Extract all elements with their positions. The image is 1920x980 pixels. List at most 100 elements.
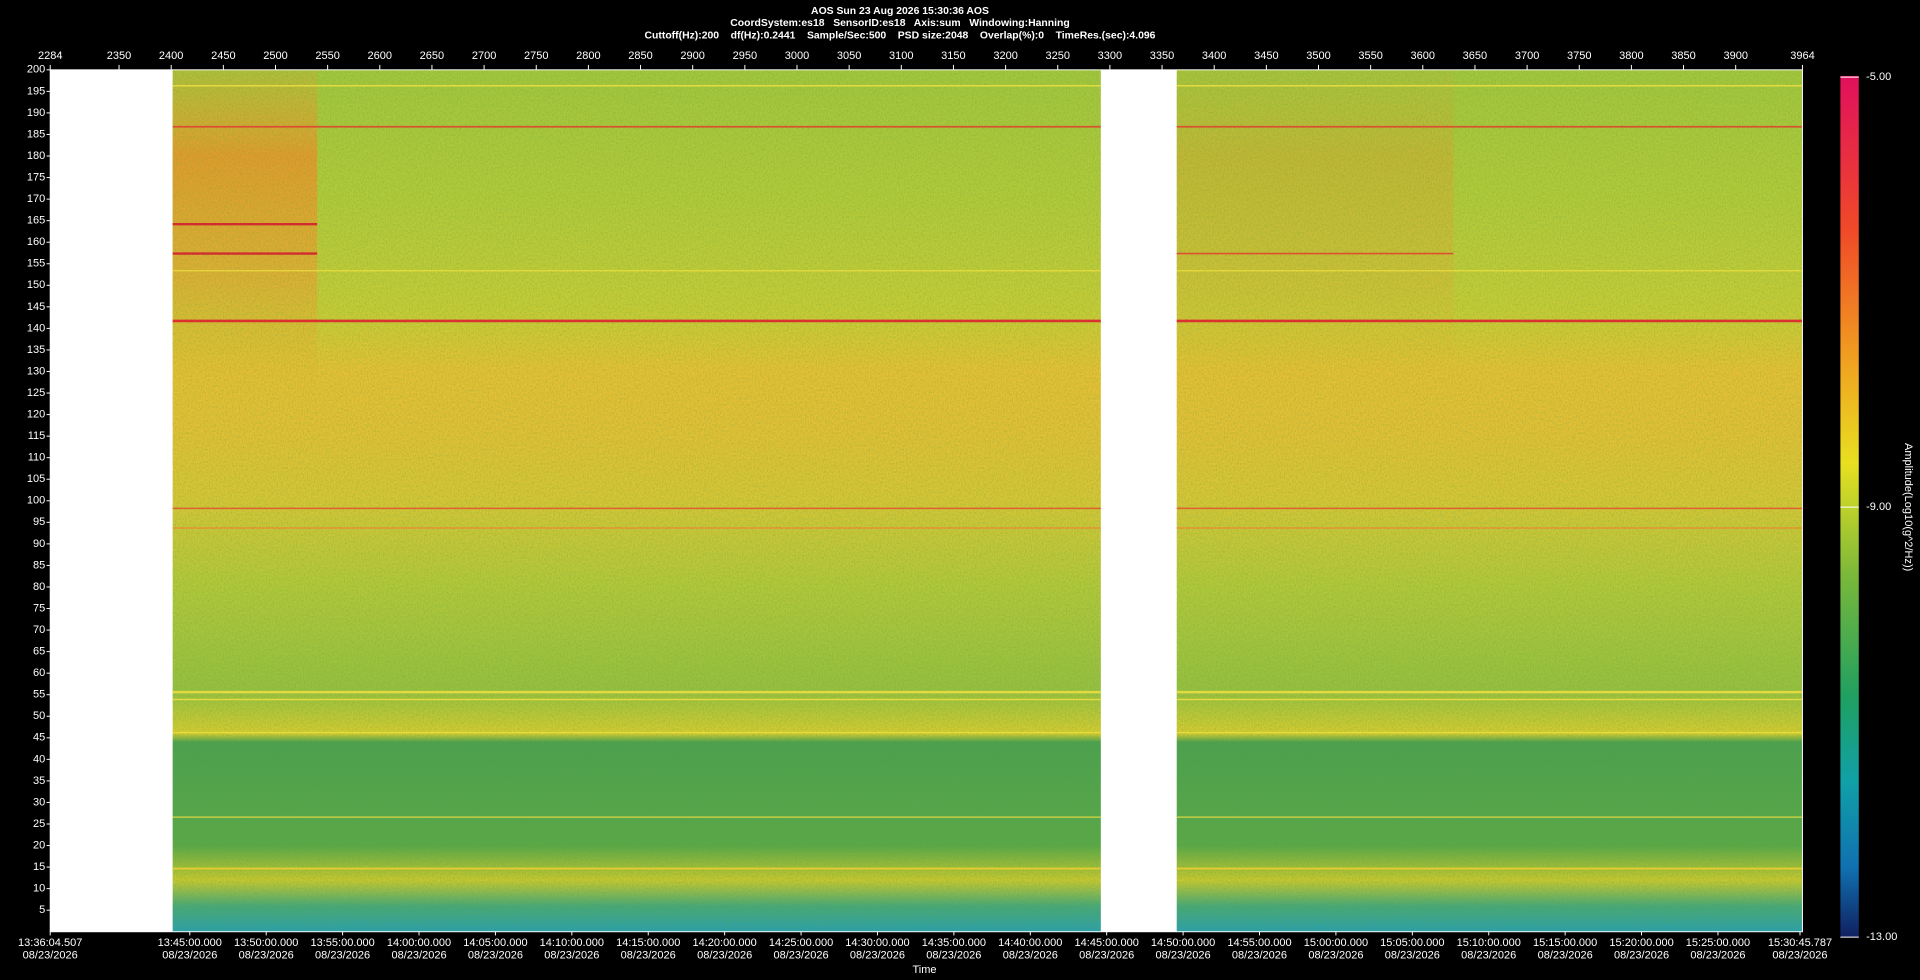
y-tick-label: 40 <box>33 753 45 765</box>
time-date: 08/23/2026 <box>926 949 981 961</box>
time-date: 08/23/2026 <box>1308 949 1363 961</box>
x-tick-label: 3550 <box>1358 50 1383 62</box>
x-tick-label: 3500 <box>1306 50 1331 62</box>
y-tick-label: 160 <box>27 236 45 248</box>
x-tick-label: 3350 <box>1150 50 1175 62</box>
y-tick-label: 140 <box>27 322 45 334</box>
y-tick-label: 90 <box>33 538 45 550</box>
y-tick-label: 145 <box>27 301 45 313</box>
x-tick-label: 3300 <box>1098 50 1123 62</box>
x-tick-label: 3100 <box>889 50 914 62</box>
x-tick-label: 2450 <box>211 50 236 62</box>
time-label: 14:55:00.000 <box>1227 937 1291 949</box>
x-tick-label: 3700 <box>1515 50 1540 62</box>
time-label: 15:30:45.787 <box>1768 937 1832 949</box>
x-tick-label: 2400 <box>159 50 184 62</box>
colorbar-tick-label: -13.00 <box>1866 931 1897 943</box>
time-date: 08/23/2026 <box>544 949 599 961</box>
subtitle: CoordSystem:es18 SensorID:es18 Axis:sum … <box>730 18 1069 29</box>
x-tick-label: 3000 <box>785 50 810 62</box>
x-tick-label: 2750 <box>524 50 549 62</box>
x-tick-label: 2800 <box>576 50 601 62</box>
x-tick-label: 3200 <box>993 50 1018 62</box>
time-label: 14:00:00.000 <box>387 937 451 949</box>
y-tick-label: 25 <box>33 818 45 830</box>
x-tick-label: 2500 <box>263 50 288 62</box>
x-tick-label: 3900 <box>1723 50 1748 62</box>
time-label: 13:55:00.000 <box>310 937 374 949</box>
y-tick-label: 95 <box>33 516 45 528</box>
x-tick-label: 2350 <box>107 50 132 62</box>
y-tick-label: 110 <box>28 452 46 464</box>
colorbar-tick-label: -5.00 <box>1866 71 1891 83</box>
y-tick-label: 100 <box>27 495 45 507</box>
x-tick-label: 3650 <box>1463 50 1488 62</box>
y-tick-label: 200 <box>27 64 45 76</box>
time-date: 08/23/2026 <box>621 949 676 961</box>
x-tick-label: 3600 <box>1411 50 1436 62</box>
spectral-lines <box>172 85 1803 870</box>
colorbar-label: Amplitude(Log10(g^2/Hz)) <box>1902 443 1914 571</box>
time-label: 15:15:00.000 <box>1533 937 1597 949</box>
y-tick-label: 150 <box>27 279 45 291</box>
x-tick-label: 2550 <box>315 50 340 62</box>
time-label: 13:36:04.507 <box>18 937 82 949</box>
x-tick-label: 3450 <box>1254 50 1279 62</box>
time-date: 08/23/2026 <box>239 949 294 961</box>
time-date: 08/23/2026 <box>1385 949 1440 961</box>
y-tick-label: 130 <box>27 365 45 377</box>
time-label: 14:30:00.000 <box>845 937 909 949</box>
y-tick-label: 5 <box>39 904 45 916</box>
time-date: 08/23/2026 <box>1003 949 1058 961</box>
y-tick-label: 35 <box>33 775 45 787</box>
time-label: 14:45:00.000 <box>1075 937 1139 949</box>
time-label: 13:50:00.000 <box>234 937 298 949</box>
y-tick-label: 170 <box>27 193 45 205</box>
y-tick-label: 175 <box>27 171 45 183</box>
y-tick-label: 30 <box>33 796 45 808</box>
title: AOS Sun 23 Aug 2026 15:30:36 AOS <box>811 6 989 17</box>
x-tick-label: 2650 <box>420 50 445 62</box>
time-label: 14:20:00.000 <box>692 937 756 949</box>
y-tick-label: 105 <box>27 473 45 485</box>
y-tick-label: 70 <box>33 624 45 636</box>
y-tick-label: 65 <box>33 646 45 658</box>
x-tick-label: 3250 <box>1045 50 1070 62</box>
y-tick-label: 180 <box>27 150 45 162</box>
y-tick-label: 15 <box>33 861 45 873</box>
colorbar <box>1840 75 1859 938</box>
time-date: 08/23/2026 <box>850 949 905 961</box>
x-axis-label: Time <box>912 964 936 976</box>
time-label: 14:35:00.000 <box>922 937 986 949</box>
time-date: 08/23/2026 <box>1772 949 1827 961</box>
x-tick-label: 2900 <box>680 50 705 62</box>
time-label: 15:10:00.000 <box>1457 937 1521 949</box>
time-date: 08/23/2026 <box>1232 949 1287 961</box>
time-label: 15:25:00.000 <box>1686 937 1750 949</box>
time-date: 08/23/2026 <box>1461 949 1516 961</box>
y-tick-label: 45 <box>33 732 45 744</box>
x-tick-label: 2700 <box>472 50 497 62</box>
y-tick-label: 55 <box>33 689 45 701</box>
y-tick-label: 60 <box>33 667 45 679</box>
x-tick-label: 3800 <box>1619 50 1644 62</box>
y-tick-label: 135 <box>27 344 45 356</box>
time-label: 15:05:00.000 <box>1380 937 1444 949</box>
time-label: 15:20:00.000 <box>1609 937 1673 949</box>
time-date: 08/23/2026 <box>468 949 523 961</box>
x-tick-label: 2950 <box>733 50 758 62</box>
time-date: 08/23/2026 <box>391 949 446 961</box>
y-tick-label: 125 <box>27 387 45 399</box>
time-date: 08/23/2026 <box>1079 949 1134 961</box>
time-date: 08/23/2026 <box>1614 949 1669 961</box>
x-tick-label: 3964 <box>1790 50 1815 62</box>
y-tick-label: 115 <box>28 430 46 442</box>
y-tick-label: 195 <box>27 85 45 97</box>
info: Cuttoff(Hz):200 df(Hz):0.2441 Sample/Sec… <box>645 30 1156 41</box>
x-tick-label: 2850 <box>628 50 653 62</box>
time-date: 08/23/2026 <box>23 949 78 961</box>
time-date: 08/23/2026 <box>1690 949 1745 961</box>
x-tick-label: 3750 <box>1567 50 1592 62</box>
y-tick-label: 85 <box>33 559 45 571</box>
